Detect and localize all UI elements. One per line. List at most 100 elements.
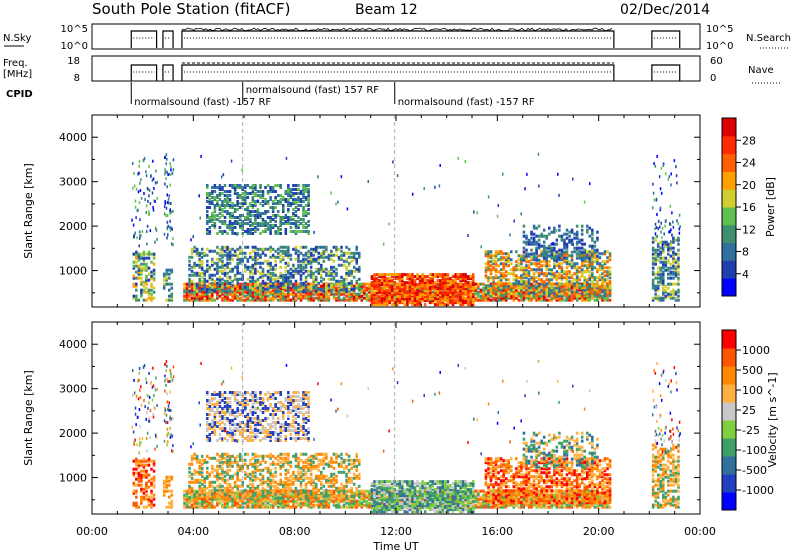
power-cell: [485, 250, 488, 253]
power-cell: [665, 172, 667, 175]
power-cell: [274, 230, 277, 233]
power-cell: [138, 277, 141, 280]
power-cell: [156, 197, 158, 200]
velocity-cell: [153, 470, 156, 473]
power-cell: [287, 198, 290, 201]
velocity-cell: [244, 502, 247, 505]
power-cell: [206, 220, 209, 223]
power-cell: [654, 273, 657, 276]
power-cell: [231, 212, 234, 215]
power-cell: [260, 212, 262, 215]
power-cell: [561, 253, 564, 256]
power-cell: [252, 210, 255, 213]
power-cell: [305, 270, 308, 273]
power-cell: [262, 230, 265, 233]
power-cell: [606, 270, 609, 273]
velocity-cell: [188, 506, 191, 509]
power-cell: [300, 198, 303, 201]
power-cell: [660, 231, 662, 234]
power-cell: [236, 262, 239, 265]
power-cell: [264, 260, 267, 263]
power-cell: [523, 294, 526, 297]
power-cell: [139, 237, 141, 240]
power-cell: [206, 285, 209, 288]
power-cell: [439, 184, 441, 187]
power-cell: [277, 248, 280, 251]
power-cell: [146, 174, 148, 177]
power-cell: [244, 256, 247, 259]
power-cell: [376, 277, 379, 280]
power-cell: [419, 287, 422, 290]
power-cell: [520, 212, 522, 215]
power-cell: [310, 248, 313, 251]
power-cell: [475, 287, 478, 290]
power-cell: [307, 283, 310, 286]
power-cell: [236, 208, 239, 211]
power-cell: [383, 273, 386, 276]
power-cell: [310, 270, 313, 273]
power-cell: [553, 262, 556, 265]
power-cell: [292, 264, 295, 267]
power-cell: [654, 285, 657, 288]
power-cell: [538, 259, 541, 262]
power-cell: [604, 278, 607, 281]
power-cell: [198, 278, 201, 281]
power-cell: [543, 284, 546, 287]
power-cell: [247, 283, 250, 286]
power-cell: [229, 268, 232, 271]
velocity-cell: [135, 502, 138, 505]
power-cell: [677, 257, 680, 260]
power-cell: [167, 214, 169, 217]
power-cell: [563, 233, 566, 236]
power-cell: [209, 274, 212, 277]
power-cell: [297, 184, 300, 187]
power-cell: [345, 278, 348, 281]
power-cell: [596, 255, 599, 258]
power-cell: [358, 289, 361, 292]
power-cell: [677, 277, 680, 280]
power-cell: [488, 195, 490, 198]
power-cell: [216, 232, 219, 235]
power-cell: [404, 273, 407, 276]
power-cell: [518, 299, 521, 302]
power-cell: [523, 241, 526, 244]
nsky-frame: [92, 24, 700, 49]
power-cell: [523, 235, 526, 238]
power-cell: [274, 214, 277, 217]
power-cell: [290, 299, 293, 302]
power-cell: [677, 289, 680, 292]
power-cell: [200, 155, 202, 158]
power-cell: [279, 194, 282, 197]
power-cell: [139, 182, 141, 185]
power-cell: [679, 214, 681, 217]
power-cell: [578, 253, 581, 256]
power-cell: [201, 248, 204, 251]
velocity-cell: [229, 506, 232, 509]
power-cell: [211, 186, 214, 189]
power-cell: [556, 255, 559, 258]
power-cell: [462, 273, 465, 276]
power-cell: [269, 256, 272, 259]
power-cell: [367, 180, 369, 183]
power-cell: [236, 248, 239, 251]
power-cell: [667, 287, 670, 290]
power-cell: [525, 235, 528, 238]
power-cell: [153, 297, 156, 300]
power-cell: [589, 235, 592, 238]
power-cell: [528, 292, 531, 295]
power-cell: [391, 273, 394, 276]
power-cell: [538, 153, 540, 156]
power-cell: [363, 297, 366, 300]
power-cell: [267, 216, 270, 219]
power-cell: [290, 268, 293, 271]
power-cell: [492, 276, 495, 279]
power-cell: [231, 202, 234, 205]
power-cell: [282, 246, 285, 249]
power-cell: [249, 218, 252, 221]
power-cell: [226, 262, 229, 265]
velocity-cell: [133, 460, 136, 463]
velocity-cell: [143, 470, 146, 473]
power-cell: [525, 249, 528, 252]
freq-label-line1: Freq.: [3, 58, 28, 69]
power-cell: [581, 251, 584, 254]
